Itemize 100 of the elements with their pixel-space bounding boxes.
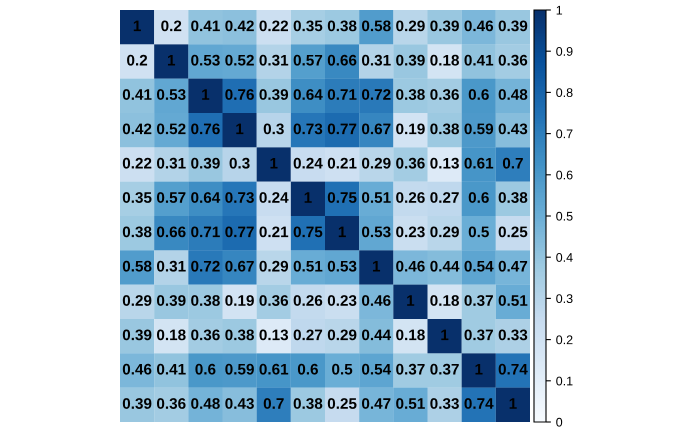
data-label: 0.72: [362, 89, 391, 100]
data-label: 0.54: [464, 260, 494, 272]
data-label: 0.76: [225, 89, 254, 100]
data-label: 0.38: [328, 20, 356, 32]
data-label: 0.74: [498, 364, 528, 375]
data-label: 0.67: [362, 123, 390, 134]
data-label: 0.23: [328, 295, 356, 306]
data-label: 1: [475, 364, 483, 374]
data-label: 0.64: [191, 192, 220, 203]
color-bar-label: 0.6: [556, 170, 573, 180]
data-label: 0.61: [464, 158, 494, 169]
data-label: 0.46: [464, 20, 494, 32]
data-label: 1: [441, 330, 448, 340]
data-label: 0.38: [430, 123, 459, 134]
data-label: 0.61: [259, 364, 288, 375]
data-label: 0.46: [362, 295, 391, 306]
data-label: 0.21: [328, 158, 357, 169]
data-label: 0.67: [225, 260, 254, 272]
data-label: 0.22: [122, 158, 152, 169]
data-label: 0.35: [294, 20, 322, 32]
data-label: 1: [372, 260, 380, 272]
data-label: 0.35: [122, 192, 152, 203]
data-label: 0.77: [225, 226, 254, 238]
data-label: 0.19: [225, 295, 254, 306]
data-label: 0.41: [191, 20, 220, 32]
data-label: 0.59: [225, 364, 254, 375]
data-label: 0.29: [362, 158, 391, 169]
data-label: 0.75: [294, 226, 322, 238]
color-bar-label: 1: [556, 6, 562, 15]
data-label: 0.43: [498, 123, 528, 134]
data-label: 1: [270, 158, 278, 168]
data-label: 0.46: [396, 260, 425, 272]
data-label: 0.53: [328, 260, 356, 272]
data-label: 0.53: [362, 226, 391, 238]
data-label: 0.58: [122, 260, 152, 272]
data-label: 0.39: [498, 20, 528, 32]
data-label: 0.18: [430, 295, 459, 306]
data-label: 0.39: [396, 54, 425, 66]
data-label: 0.58: [362, 20, 391, 32]
data-label: 0.44: [430, 260, 460, 272]
color-bar-label: 0.8: [556, 88, 573, 98]
color-bar-label: 0.1: [556, 376, 572, 386]
data-label: 0.13: [259, 329, 288, 340]
data-label: 0.51: [396, 398, 425, 409]
data-label: 0.46: [122, 364, 152, 375]
data-label: 0.24: [259, 192, 289, 203]
data-label: 0.6: [298, 364, 318, 375]
data-label: 0.66: [156, 226, 186, 238]
data-label: 0.27: [294, 329, 322, 340]
data-label: 0.64: [294, 89, 323, 100]
data-label: 0.74: [464, 398, 494, 409]
data-label: 0.6: [195, 364, 216, 375]
data-label: 0.71: [191, 226, 220, 238]
data-label: 0.51: [294, 260, 322, 272]
data-label: 0.36: [498, 54, 528, 66]
data-label: 0.52: [156, 123, 186, 134]
data-label: 0.71: [328, 89, 357, 100]
data-label: 0.75: [328, 192, 357, 203]
data-label: 0.77: [328, 123, 356, 134]
data-label: 0.38: [396, 89, 425, 100]
data-label: 0.39: [122, 329, 152, 340]
data-label: 0.47: [362, 398, 390, 409]
data-label: 0.37: [430, 364, 459, 375]
data-label: 0.37: [464, 295, 493, 306]
data-label: 0.26: [294, 295, 322, 306]
data-label: 0.36: [191, 329, 220, 340]
data-label: 0.39: [191, 158, 220, 169]
color-bar-label: 0.5: [556, 212, 573, 221]
data-label: 0.38: [191, 295, 220, 306]
data-label: 0.66: [328, 54, 356, 66]
data-label: 0.38: [294, 398, 322, 409]
data-label: 0.42: [225, 20, 254, 32]
data-label: 0.7: [502, 158, 523, 169]
data-label: 0.41: [464, 54, 494, 66]
data-label: 0.52: [225, 54, 254, 66]
data-label: 0.36: [396, 158, 425, 169]
data-label: 0.18: [430, 54, 459, 66]
data-label: 0.36: [430, 89, 459, 100]
data-label: 1: [202, 89, 210, 100]
data-label: 0.59: [464, 123, 494, 134]
data-label: 0.29: [122, 295, 152, 306]
data-label: 0.36: [259, 295, 288, 306]
data-label: 0.3: [264, 123, 284, 134]
data-label: 1: [236, 124, 244, 134]
data-label: 0.51: [498, 295, 528, 306]
data-label: 0.3: [230, 158, 250, 169]
data-label: 0.38: [122, 226, 152, 238]
data-label: 0.25: [498, 226, 528, 238]
data-label: 0.19: [396, 123, 425, 134]
data-label: 0.54: [362, 364, 392, 375]
data-label: 0.21: [259, 226, 288, 238]
data-label: 0.38: [498, 192, 528, 203]
data-label: 0.47: [498, 260, 528, 272]
data-label: 0.2: [127, 54, 148, 66]
data-label: 0.53: [191, 54, 220, 66]
data-label: 0.31: [259, 54, 288, 66]
color-bar-label: 0.2: [556, 335, 572, 344]
data-label: 0.29: [259, 260, 288, 272]
data-label: 0.31: [156, 260, 186, 272]
color-bar-label: 0.4: [556, 253, 573, 262]
